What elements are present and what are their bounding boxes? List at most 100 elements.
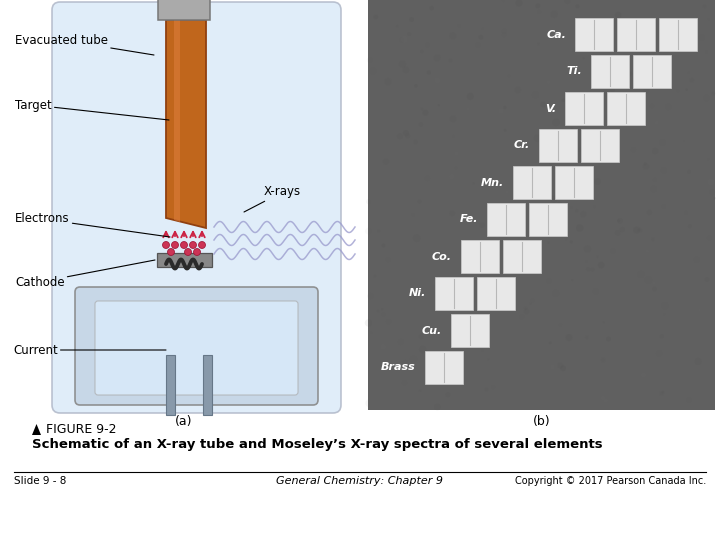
Circle shape [366,399,374,407]
Bar [529,203,567,236]
Circle shape [549,341,552,345]
Circle shape [550,10,558,18]
Circle shape [199,241,205,248]
Circle shape [617,218,623,224]
Circle shape [533,205,541,213]
Circle shape [631,147,636,152]
FancyBboxPatch shape [75,287,318,405]
Circle shape [434,403,441,410]
Bar [203,355,212,415]
Circle shape [532,91,539,98]
Bar [565,92,603,125]
Bar [539,129,577,162]
Text: Ca.: Ca. [546,30,566,39]
Circle shape [181,241,187,248]
Circle shape [382,244,385,247]
Bar [575,18,613,51]
Circle shape [565,334,572,341]
Bar [158,0,210,20]
Bar [659,18,697,51]
Circle shape [463,326,466,329]
Circle shape [586,267,590,272]
Circle shape [498,108,504,113]
Circle shape [171,241,179,248]
Circle shape [384,78,392,85]
Bar [591,55,629,88]
Circle shape [408,32,411,36]
Text: Mn.: Mn. [481,178,504,187]
Circle shape [454,167,457,170]
Circle shape [645,249,649,253]
Circle shape [637,228,642,233]
FancyBboxPatch shape [95,301,298,395]
Circle shape [367,293,374,299]
Text: Fe.: Fe. [459,214,478,225]
Circle shape [467,93,474,100]
Circle shape [619,227,625,232]
Circle shape [540,102,546,107]
Circle shape [647,210,652,215]
Circle shape [695,358,701,365]
Circle shape [423,110,428,116]
Text: Slide 9 - 8: Slide 9 - 8 [14,476,66,486]
Circle shape [627,71,632,77]
Circle shape [620,43,627,50]
Circle shape [708,179,715,186]
Circle shape [402,130,409,136]
Circle shape [487,358,490,360]
Circle shape [168,248,174,255]
Circle shape [617,219,620,222]
Circle shape [396,25,399,28]
Circle shape [698,309,701,312]
Circle shape [668,303,674,309]
Text: Ni.: Ni. [409,288,426,299]
Circle shape [481,349,484,352]
Text: Cu.: Cu. [422,326,442,335]
Circle shape [659,139,666,146]
Circle shape [591,140,595,145]
Circle shape [194,248,200,255]
Circle shape [546,278,552,284]
Circle shape [594,178,601,185]
Circle shape [707,158,709,160]
Circle shape [685,89,688,91]
Circle shape [433,279,439,286]
Text: General Chemistry: Chapter 9: General Chemistry: Chapter 9 [276,476,444,486]
Text: Evacuated tube: Evacuated tube [15,33,154,55]
Circle shape [633,226,640,234]
Bar [157,253,212,267]
Circle shape [557,201,562,208]
Circle shape [550,364,554,369]
Text: (b): (b) [533,415,550,428]
Text: X-rays: X-rays [244,186,301,212]
Text: (a): (a) [175,415,193,428]
Circle shape [163,241,169,248]
Circle shape [429,6,434,11]
Circle shape [642,163,649,170]
Circle shape [485,387,488,392]
Circle shape [596,255,599,258]
Bar [477,277,515,310]
Text: Copyright © 2017 Pearson Canada Inc.: Copyright © 2017 Pearson Canada Inc. [515,476,706,486]
Bar [425,351,463,384]
Circle shape [586,141,593,147]
Circle shape [606,336,611,342]
Circle shape [478,35,484,40]
Circle shape [414,84,418,87]
Circle shape [582,57,585,59]
Circle shape [365,319,372,327]
Circle shape [374,15,378,19]
Circle shape [397,133,402,139]
Circle shape [615,230,621,236]
FancyBboxPatch shape [52,2,341,413]
Circle shape [401,36,408,43]
Circle shape [696,268,699,271]
Circle shape [522,248,525,250]
Polygon shape [32,424,41,435]
Circle shape [566,120,572,126]
Circle shape [419,389,422,392]
Polygon shape [174,20,180,222]
Circle shape [677,46,682,52]
Circle shape [377,310,379,313]
Circle shape [691,43,698,49]
